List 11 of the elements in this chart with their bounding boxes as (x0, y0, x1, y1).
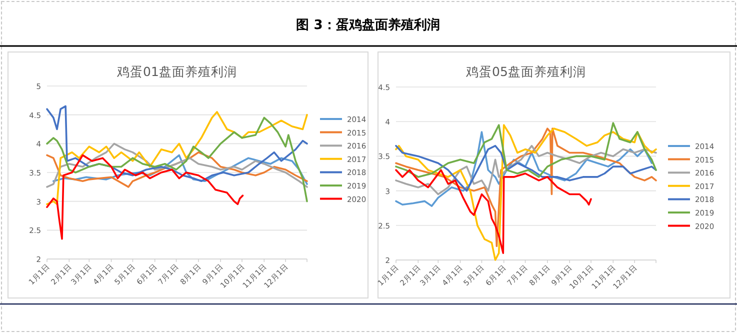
text: 图 3：蛋鸡盘面养殖利润 (296, 17, 440, 33)
line-series (395, 122, 657, 178)
line-series (395, 131, 653, 207)
line-series (46, 151, 308, 188)
line-series (52, 154, 308, 185)
line-series (46, 154, 244, 240)
chart-title: 鸡蛋01盘面养殖利润 (116, 64, 237, 79)
line-series (46, 105, 308, 182)
line-series (46, 142, 308, 188)
chart-title: 鸡蛋05盘面养殖利润 (465, 64, 586, 79)
line-series (395, 169, 592, 254)
